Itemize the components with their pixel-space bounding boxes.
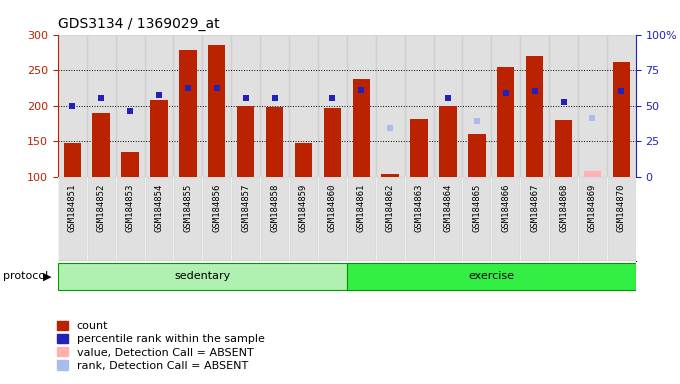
- Text: GSM184869: GSM184869: [588, 184, 597, 232]
- Bar: [381, 174, 398, 177]
- Legend: count, percentile rank within the sample, value, Detection Call = ABSENT, rank, : count, percentile rank within the sample…: [56, 321, 265, 371]
- Bar: [324, 108, 341, 177]
- Bar: [173, 177, 203, 261]
- Bar: [462, 177, 492, 261]
- Bar: [549, 35, 578, 177]
- Bar: [578, 35, 607, 177]
- Text: GSM184855: GSM184855: [184, 184, 192, 232]
- Bar: [58, 263, 347, 290]
- Text: ▶: ▶: [44, 271, 52, 281]
- Bar: [607, 177, 636, 261]
- Text: GSM184857: GSM184857: [241, 184, 250, 232]
- Bar: [411, 119, 428, 177]
- Text: GSM184852: GSM184852: [97, 184, 105, 232]
- Bar: [180, 50, 197, 177]
- Bar: [549, 177, 578, 261]
- Bar: [578, 177, 607, 261]
- Bar: [492, 177, 520, 261]
- Bar: [347, 177, 376, 261]
- Bar: [497, 66, 515, 177]
- Bar: [144, 177, 173, 261]
- Bar: [87, 35, 116, 177]
- Bar: [92, 113, 110, 177]
- Text: protocol: protocol: [3, 271, 49, 281]
- Bar: [260, 35, 289, 177]
- Bar: [231, 35, 260, 177]
- Text: GDS3134 / 1369029_at: GDS3134 / 1369029_at: [58, 17, 220, 31]
- Bar: [122, 152, 139, 177]
- Bar: [289, 35, 318, 177]
- Text: GSM184870: GSM184870: [617, 184, 626, 232]
- Text: GSM184853: GSM184853: [126, 184, 135, 232]
- Bar: [231, 177, 260, 261]
- Bar: [520, 177, 549, 261]
- Bar: [208, 45, 226, 177]
- Bar: [116, 35, 144, 177]
- Bar: [289, 177, 318, 261]
- Bar: [318, 177, 347, 261]
- Bar: [173, 35, 203, 177]
- Bar: [607, 35, 636, 177]
- Bar: [150, 100, 168, 177]
- Bar: [58, 177, 87, 261]
- Text: GSM184856: GSM184856: [212, 184, 221, 232]
- Bar: [318, 35, 347, 177]
- Bar: [376, 35, 405, 177]
- Text: GSM184860: GSM184860: [328, 184, 337, 232]
- Bar: [260, 177, 289, 261]
- Bar: [376, 177, 405, 261]
- Text: GSM184868: GSM184868: [559, 184, 568, 232]
- Bar: [116, 177, 144, 261]
- Bar: [266, 107, 284, 177]
- Bar: [526, 56, 543, 177]
- Bar: [405, 177, 434, 261]
- Bar: [203, 177, 231, 261]
- Bar: [469, 134, 486, 177]
- Bar: [237, 106, 254, 177]
- Text: GSM184862: GSM184862: [386, 184, 394, 232]
- Text: exercise: exercise: [469, 271, 514, 281]
- Bar: [434, 177, 462, 261]
- Text: GSM184866: GSM184866: [501, 184, 510, 232]
- Bar: [58, 35, 87, 177]
- Bar: [584, 171, 601, 177]
- Bar: [462, 35, 492, 177]
- Bar: [520, 35, 549, 177]
- Bar: [405, 35, 434, 177]
- Text: GSM184863: GSM184863: [415, 184, 424, 232]
- Bar: [492, 35, 520, 177]
- Text: GSM184867: GSM184867: [530, 184, 539, 232]
- Text: GSM184851: GSM184851: [68, 184, 77, 232]
- Bar: [434, 35, 462, 177]
- Bar: [347, 263, 636, 290]
- Text: GSM184864: GSM184864: [443, 184, 452, 232]
- Text: GSM184859: GSM184859: [299, 184, 308, 232]
- Bar: [353, 79, 370, 177]
- Bar: [439, 106, 457, 177]
- Text: GSM184861: GSM184861: [357, 184, 366, 232]
- Text: GSM184865: GSM184865: [473, 184, 481, 232]
- Bar: [613, 61, 630, 177]
- Bar: [347, 35, 376, 177]
- Bar: [87, 177, 116, 261]
- Bar: [555, 120, 573, 177]
- Bar: [64, 143, 81, 177]
- Bar: [203, 35, 231, 177]
- Text: sedentary: sedentary: [174, 271, 231, 281]
- Text: GSM184858: GSM184858: [270, 184, 279, 232]
- Bar: [584, 174, 601, 177]
- Text: GSM184854: GSM184854: [154, 184, 163, 232]
- Bar: [144, 35, 173, 177]
- Bar: [295, 143, 312, 177]
